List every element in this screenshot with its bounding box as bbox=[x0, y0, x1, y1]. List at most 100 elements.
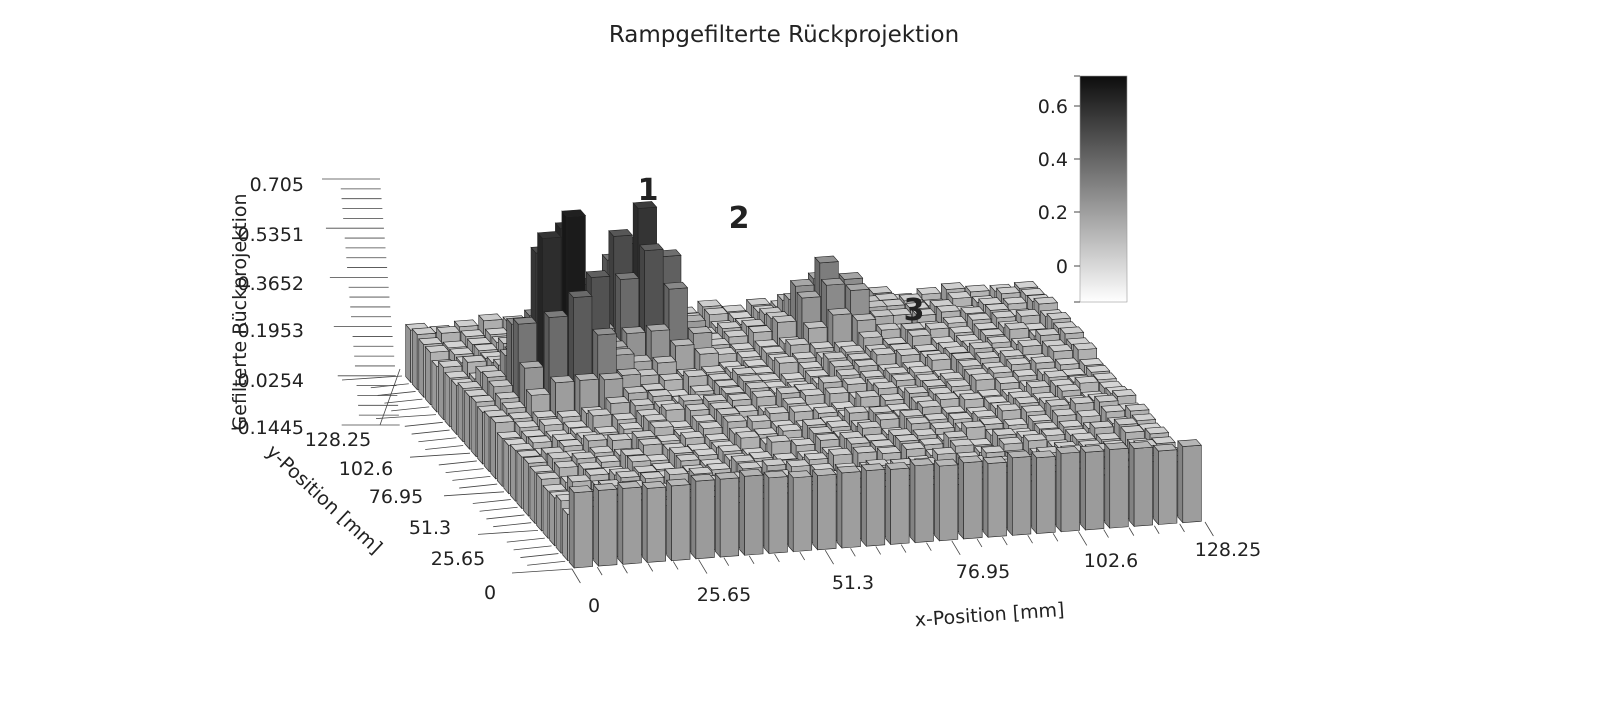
bar-top-face bbox=[924, 322, 950, 330]
bar-top-face bbox=[858, 330, 883, 339]
bar-top-face bbox=[578, 461, 603, 470]
bar-top-face bbox=[449, 347, 474, 356]
bar-top-face bbox=[553, 460, 579, 469]
bar-side-face bbox=[490, 416, 496, 480]
bar-side-face bbox=[617, 481, 624, 566]
bar-top-face bbox=[684, 403, 710, 412]
bar-top-face bbox=[829, 359, 854, 368]
bar-top-face bbox=[481, 370, 507, 378]
bar-side-face bbox=[836, 466, 843, 549]
bar bbox=[885, 462, 910, 546]
bar-top-face bbox=[882, 336, 908, 345]
bar-top-face bbox=[1071, 432, 1097, 441]
bar-side-face bbox=[562, 507, 568, 562]
bar-top-face bbox=[462, 354, 487, 363]
bar-top-face bbox=[694, 346, 720, 355]
bar-top-face bbox=[527, 435, 553, 444]
x-axis-major-tick bbox=[571, 568, 581, 584]
peak-labels: 1 2 3 bbox=[638, 173, 925, 328]
bar-top-face bbox=[777, 423, 803, 432]
bar-side-face bbox=[1177, 440, 1184, 524]
bar-front-face bbox=[573, 490, 593, 569]
bar-front-face bbox=[865, 468, 886, 547]
bar-top-face bbox=[958, 455, 983, 464]
bar-top-face bbox=[678, 393, 704, 402]
bar bbox=[738, 468, 764, 557]
bar-top-face bbox=[645, 323, 671, 332]
bar-top-face bbox=[494, 391, 520, 400]
bar-top-face bbox=[836, 465, 862, 474]
bar-top-face bbox=[957, 359, 983, 367]
x-axis-minor-tick bbox=[900, 544, 907, 553]
bar-top-face bbox=[785, 459, 811, 468]
bar-front-face bbox=[622, 486, 642, 565]
bar-top-face bbox=[876, 446, 902, 454]
bar-top-face bbox=[827, 307, 853, 316]
bar-side-face bbox=[496, 432, 503, 488]
x-axis-minor-tick bbox=[1103, 529, 1109, 538]
bar-top-face bbox=[995, 286, 1021, 295]
bar-top-face bbox=[618, 422, 644, 430]
bar-top-face bbox=[814, 433, 840, 441]
y-axis-minor-tick bbox=[391, 406, 430, 412]
x-axis-minor-tick bbox=[647, 563, 654, 572]
bar-top-face bbox=[813, 406, 838, 414]
bar-top-face bbox=[1025, 380, 1051, 388]
bar-top-face bbox=[683, 369, 708, 378]
bar-top-face bbox=[959, 392, 984, 401]
bar-top-face bbox=[979, 328, 1005, 337]
bar-top-face bbox=[483, 409, 509, 418]
bar-side-face bbox=[982, 457, 989, 538]
bar-top-face bbox=[617, 481, 642, 489]
bar-side-face bbox=[666, 479, 672, 562]
bar-top-face bbox=[748, 451, 774, 459]
bar-front-face bbox=[1182, 444, 1202, 524]
bar-top-face bbox=[905, 301, 930, 310]
bar-top-face bbox=[1095, 432, 1121, 441]
bar-side-face bbox=[549, 491, 555, 547]
bar-top-face bbox=[675, 453, 701, 462]
bar-top-face bbox=[984, 303, 1010, 311]
y-axis-major-tick bbox=[443, 491, 505, 497]
bar-top-face bbox=[1034, 421, 1059, 430]
bar-top-face bbox=[1104, 442, 1129, 450]
bar-side-face bbox=[457, 382, 464, 443]
y-axis-minor-tick bbox=[493, 522, 532, 528]
bar-top-face bbox=[906, 328, 932, 337]
x-axis-major-tick bbox=[1204, 521, 1214, 537]
bar-top-face bbox=[473, 343, 499, 352]
bar-top-face bbox=[1002, 296, 1028, 305]
bar-top-face bbox=[1014, 396, 1040, 404]
bar-top-face bbox=[574, 373, 600, 381]
bar-top-face bbox=[934, 392, 960, 400]
z-axis-line bbox=[379, 368, 401, 426]
bar-top-face bbox=[940, 282, 966, 290]
x-axis-minor-tick bbox=[596, 566, 603, 576]
bar-top-face bbox=[717, 444, 743, 453]
x-axis-major-tick bbox=[698, 559, 708, 574]
colorbar-tick-label: 0 bbox=[1056, 256, 1068, 278]
bar bbox=[958, 455, 983, 540]
bar-side-face bbox=[1153, 444, 1159, 526]
y-tick-label: 0 bbox=[484, 582, 496, 604]
bar-top-face bbox=[1072, 342, 1098, 351]
bar-side-face bbox=[451, 379, 457, 436]
bar-top-face bbox=[721, 304, 747, 313]
y-tick-label: 102.6 bbox=[339, 458, 393, 480]
bar-top-face bbox=[639, 243, 664, 251]
bar-top-face bbox=[558, 439, 584, 447]
bar-top-face bbox=[812, 468, 837, 476]
bar-top-face bbox=[665, 478, 691, 487]
bar-top-face bbox=[663, 281, 689, 290]
x-axis-minor-tick bbox=[622, 565, 628, 574]
bar-top-face bbox=[947, 412, 973, 420]
bar-side-face bbox=[477, 405, 483, 465]
bar-top-face bbox=[798, 361, 823, 369]
y-tick-label: 128.25 bbox=[305, 429, 371, 451]
bar-top-face bbox=[986, 335, 1012, 344]
bar-top-face bbox=[611, 412, 637, 421]
bar-top-face bbox=[680, 431, 705, 439]
bar-top-face bbox=[664, 467, 689, 476]
bar-top-face bbox=[733, 404, 759, 413]
bar-top-face bbox=[899, 409, 924, 417]
